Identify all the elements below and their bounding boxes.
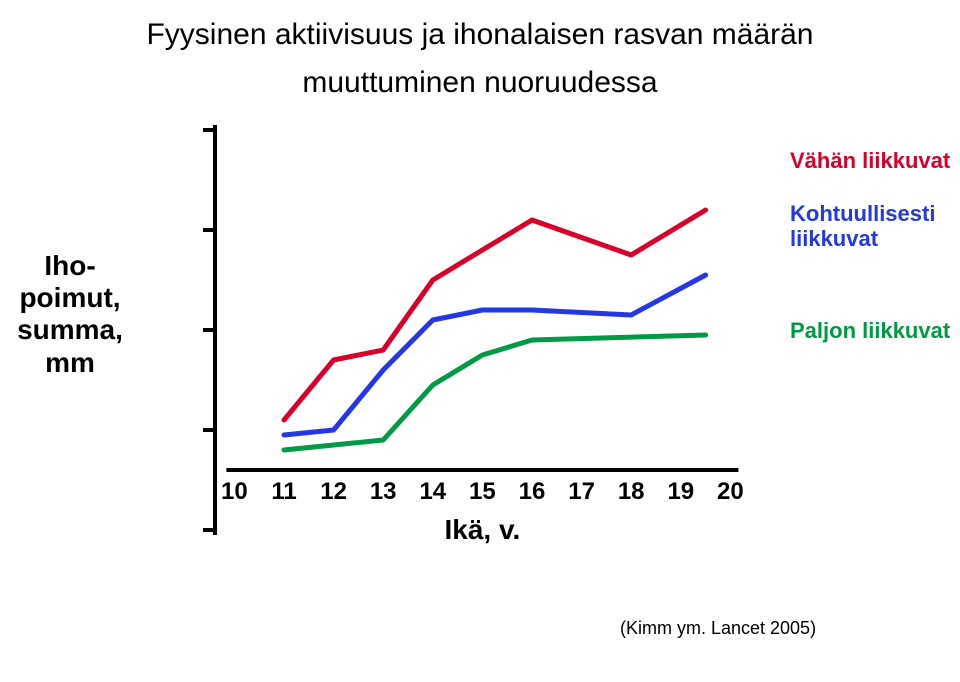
y-tick-label: 50 [0,212,201,244]
x-tick-label: 16 [519,478,546,506]
x-tick-label: 15 [469,478,496,506]
x-tick-label: 14 [419,478,446,506]
chart-area [160,120,780,540]
x-tick-label: 19 [667,478,694,506]
line-chart [160,120,780,540]
legend-label: Paljon liikkuvat [790,318,950,343]
x-tick-label: 13 [370,478,397,506]
y-tick-label: 30 [0,412,201,444]
x-tick-label: 12 [320,478,347,506]
y-tick-label: 20 [0,512,201,544]
legend-label: Kohtuullisesti liikkuvat [790,201,935,252]
x-tick-label: 18 [618,478,645,506]
x-tick-label: 17 [568,478,595,506]
title-line-2: muuttuminen nuoruudessa [0,66,960,100]
x-tick-label: 10 [221,478,248,506]
y-tick-label: 40 [0,312,201,344]
legend-label: Vähän liikkuvat [790,148,950,173]
source-citation: (Kimm ym. Lancet 2005) [620,618,816,639]
title-line-1: Fyysinen aktiivisuus ja ihonalaisen rasv… [0,18,960,52]
x-tick-label: 11 [271,478,296,506]
y-tick-label: 60 [0,112,201,144]
x-tick-label: 20 [717,478,744,506]
x-axis-label: Ikä, v. [445,514,521,546]
